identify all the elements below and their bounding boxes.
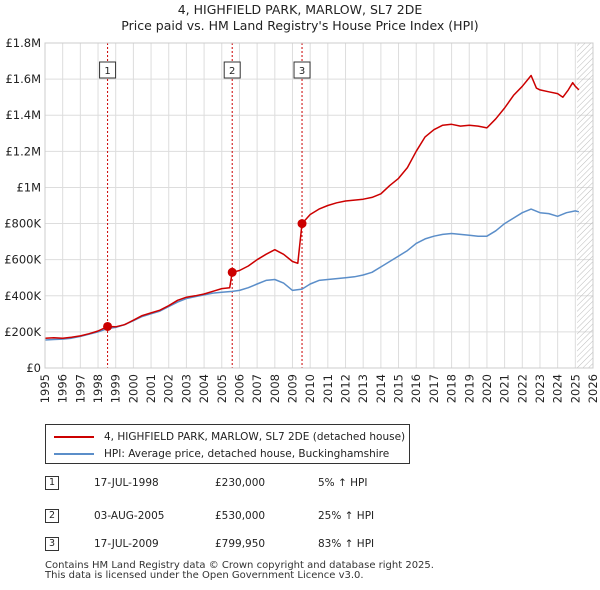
plot-border xyxy=(44,42,594,369)
sale-marker-badge xyxy=(223,61,241,79)
sale-price: £230,000 xyxy=(215,477,266,489)
x-tick-label: 2021 xyxy=(498,374,512,403)
x-tick-label: 2007 xyxy=(250,374,264,403)
x-tick-label: 1995 xyxy=(38,374,52,403)
x-tick-label: 1996 xyxy=(56,374,70,403)
x-tick-label: 2010 xyxy=(303,374,317,403)
sale-marker-badge-label: 3 xyxy=(299,66,305,77)
x-tick-label: 2002 xyxy=(162,374,176,403)
sale-date: 17-JUL-1998 xyxy=(94,477,159,489)
y-tick-label: £800K xyxy=(4,217,41,231)
y-tick-label: £0 xyxy=(26,361,41,375)
sale-marker-badge xyxy=(293,61,311,79)
x-tick-label: 2013 xyxy=(356,374,370,403)
sale-point xyxy=(103,321,113,331)
x-tick-label: 2000 xyxy=(126,374,140,403)
hpi-line xyxy=(44,208,580,341)
chart-subtitle: Price paid vs. HM Land Registry's House … xyxy=(121,18,479,33)
sale-point xyxy=(227,267,237,277)
x-tick-label: 2009 xyxy=(285,374,299,403)
sale-price: £530,000 xyxy=(215,510,266,522)
sale-price: £799,950 xyxy=(215,538,266,550)
x-tick-label: 2025 xyxy=(568,374,582,403)
legend-label-property: 4, HIGHFIELD PARK, MARLOW, SL7 2DE (deta… xyxy=(104,431,406,443)
legend-line-property xyxy=(54,436,94,438)
footer-licence: This data is licensed under the Open Gov… xyxy=(45,570,364,581)
footer-copyright: Contains HM Land Registry data © Crown c… xyxy=(45,560,434,571)
x-tick-label: 1998 xyxy=(91,374,105,403)
sale-point xyxy=(297,219,307,229)
sale-marker-badge xyxy=(99,61,117,79)
sale-hpi-change: 5% ↑ HPI xyxy=(318,477,368,489)
sale-date: 17-JUL-2009 xyxy=(94,538,159,550)
legend-item-property: 4, HIGHFIELD PARK, MARLOW, SL7 2DE (deta… xyxy=(54,430,405,444)
x-tick-label: 2024 xyxy=(551,374,565,403)
y-tick-label: £1.4M xyxy=(5,108,41,122)
x-tick-label: 2018 xyxy=(445,374,459,403)
x-tick-label: 2011 xyxy=(321,374,335,403)
x-tick-label: 2026 xyxy=(586,374,600,403)
x-tick-label: 2005 xyxy=(215,374,229,403)
footer-attribution: Contains HM Land Registry data © Crown c… xyxy=(45,561,434,581)
x-tick-label: 1997 xyxy=(73,374,87,403)
x-tick-label: 2006 xyxy=(232,374,246,403)
x-tick-label: 2019 xyxy=(462,374,476,403)
y-tick-label: £1.2M xyxy=(5,144,41,158)
sale-marker-badge-label: 1 xyxy=(104,66,110,77)
x-tick-label: 2014 xyxy=(374,374,388,403)
y-tick-label: £1M xyxy=(16,180,41,194)
sale-hpi-change: 83% ↑ HPI xyxy=(318,538,375,550)
x-tick-label: 2023 xyxy=(533,374,547,403)
y-tick-label: £1.6M xyxy=(5,72,41,86)
chart-title: 4, HIGHFIELD PARK, MARLOW, SL7 2DE xyxy=(177,2,423,17)
sale-hpi-change: 25% ↑ HPI xyxy=(318,510,375,522)
y-tick-label: £400K xyxy=(4,289,41,303)
table-row: 2 03-AUG-2005 £530,000 25% ↑ HPI xyxy=(45,507,445,525)
sale-number-badge: 3 xyxy=(45,537,59,551)
x-tick-label: 2017 xyxy=(427,374,441,403)
property-price-line xyxy=(44,74,580,339)
sale-number-badge: 1 xyxy=(45,476,59,490)
x-tick-label: 2022 xyxy=(515,374,529,403)
legend: 4, HIGHFIELD PARK, MARLOW, SL7 2DE (deta… xyxy=(45,424,410,464)
x-tick-label: 2003 xyxy=(179,374,193,403)
x-tick-label: 2004 xyxy=(197,374,211,403)
x-tick-label: 2015 xyxy=(392,374,406,403)
legend-item-hpi: HPI: Average price, detached house, Buck… xyxy=(54,447,389,461)
y-tick-label: £1.8M xyxy=(5,36,41,50)
projection-hatch xyxy=(577,43,593,368)
y-tick-label: £200K xyxy=(4,325,41,339)
y-tick-label: £600K xyxy=(4,253,41,267)
x-tick-label: 1999 xyxy=(109,374,123,403)
sale-marker-badge-label: 2 xyxy=(229,66,235,77)
table-row: 3 17-JUL-2009 £799,950 83% ↑ HPI xyxy=(45,535,445,553)
sale-number-badge: 2 xyxy=(45,509,59,523)
x-tick-label: 2020 xyxy=(480,374,494,403)
sale-date: 03-AUG-2005 xyxy=(94,510,165,522)
x-tick-label: 2016 xyxy=(409,374,423,403)
legend-line-hpi xyxy=(54,453,94,455)
x-tick-label: 2001 xyxy=(144,374,158,403)
x-tick-label: 2012 xyxy=(339,374,353,403)
table-row: 1 17-JUL-1998 £230,000 5% ↑ HPI xyxy=(45,474,445,492)
legend-label-hpi: HPI: Average price, detached house, Buck… xyxy=(104,448,390,460)
x-tick-label: 2008 xyxy=(268,374,282,403)
